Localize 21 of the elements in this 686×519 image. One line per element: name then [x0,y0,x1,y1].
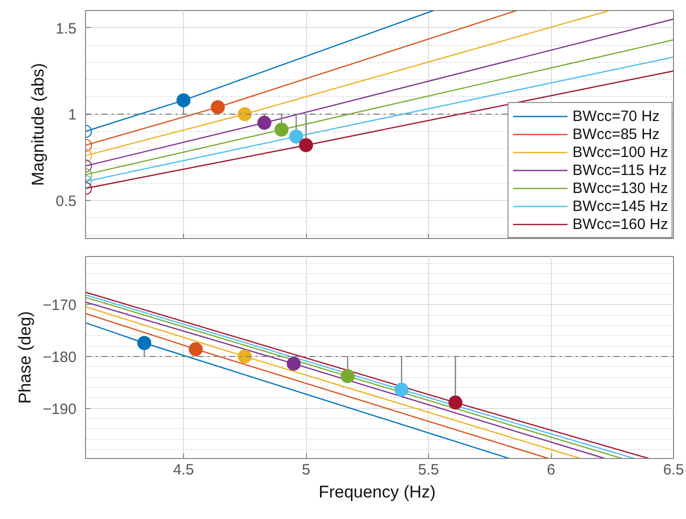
y-axis-title: Phase (deg) [16,311,35,404]
legend-label: BWcc=70 Hz [572,107,660,125]
x-tick-label: 6.5 [663,462,684,478]
y-axis-title: Magnitude (abs) [28,63,48,186]
legend-label: BWcc=85 Hz [572,125,660,143]
legend-label: BWcc=160 Hz [572,215,668,233]
legend-label: BWcc=130 Hz [572,179,668,197]
x-tick-label: 4.5 [173,462,194,478]
legend-label: BWcc=100 Hz [572,143,668,161]
y-tick-label: −170 [42,297,77,314]
x-tick-label: 5.5 [418,462,439,478]
y-tick-label: 1.5 [56,20,77,38]
x-axis-title: Frequency (Hz) [318,482,436,502]
y-tick-label: 0.5 [56,193,77,210]
legend-label: BWcc=145 Hz [572,197,668,215]
y-tick-label: −180 [42,348,77,366]
x-tick-label: 5 [302,462,310,478]
y-tick-label: 1 [68,106,76,124]
y-tick-label: −190 [42,400,77,418]
legend-label: BWcc=115 Hz [572,161,667,179]
x-tick-label: 6 [546,462,556,478]
